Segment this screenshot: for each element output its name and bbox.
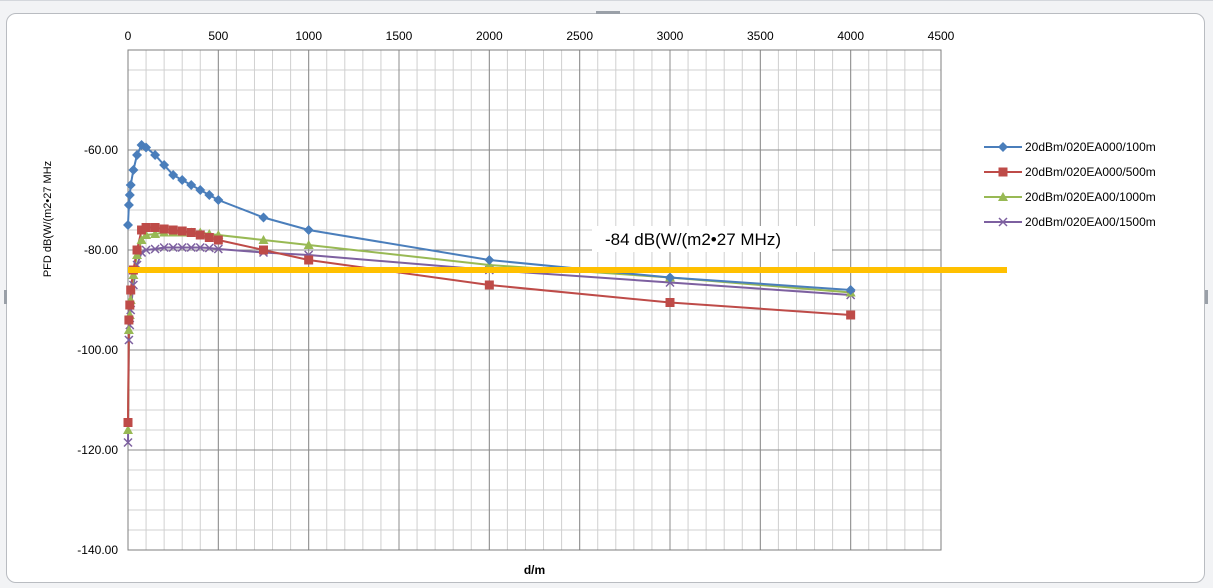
data-point xyxy=(177,175,188,185)
resize-handle-top[interactable] xyxy=(596,11,620,14)
data-point xyxy=(204,233,214,242)
data-point xyxy=(204,190,215,200)
legend-marker xyxy=(998,192,1008,201)
x-tick-label: 4000 xyxy=(837,29,864,43)
plot-area xyxy=(128,50,941,550)
data-point xyxy=(159,160,170,170)
legend-label: 20dBm/020EA000/500m xyxy=(1025,165,1156,179)
chart-svg: 0 500 1000 1500 2000 2500 3000 3500 4000 4500 -60.… xyxy=(42,29,1156,577)
legend-marker xyxy=(998,142,1008,152)
data-point xyxy=(159,242,169,253)
data-point xyxy=(177,242,187,253)
data-point xyxy=(123,425,133,434)
x-tick-label: 2000 xyxy=(476,29,503,43)
x-tick-label: 4500 xyxy=(928,29,955,43)
data-point xyxy=(258,235,269,244)
data-point xyxy=(186,228,196,237)
x-axis-title: d/m xyxy=(524,563,545,577)
data-point xyxy=(141,142,152,153)
x-tick-label: 2500 xyxy=(566,29,593,43)
data-point xyxy=(124,315,134,325)
legend-label: 20dBm/020EA00/1500m xyxy=(1025,215,1156,229)
data-point xyxy=(123,220,133,230)
x-tick-label: 1500 xyxy=(386,29,413,43)
data-point xyxy=(141,245,151,255)
data-point xyxy=(128,165,139,175)
data-point xyxy=(123,325,134,334)
data-point xyxy=(484,255,495,265)
reference-label: -84 dB(W/(m2•27 MHz) xyxy=(605,230,781,249)
data-point xyxy=(259,245,268,255)
x-tick-label: 500 xyxy=(208,29,228,43)
data-point xyxy=(126,285,136,295)
data-point xyxy=(195,185,206,195)
x-tick-label: 0 xyxy=(125,29,132,43)
data-point xyxy=(186,180,197,190)
data-point xyxy=(177,226,187,236)
data-point xyxy=(125,180,136,190)
reference-label-box xyxy=(592,226,832,252)
data-point xyxy=(213,235,223,245)
data-point xyxy=(123,418,133,427)
data-point xyxy=(132,150,143,160)
x-tick-label: 3000 xyxy=(657,29,684,43)
x-tick-label: 3500 xyxy=(747,29,774,43)
data-point xyxy=(137,225,147,235)
data-point xyxy=(213,195,224,205)
resize-handle-left[interactable] xyxy=(4,290,7,304)
data-point xyxy=(124,335,134,345)
data-point xyxy=(195,242,205,253)
legend-label: 20dBm/020EA000/100m xyxy=(1025,140,1156,154)
y-tick-label: -100.00 xyxy=(77,343,118,357)
data-point xyxy=(132,245,142,255)
data-point xyxy=(141,223,151,232)
data-point xyxy=(304,255,314,265)
legend-marker xyxy=(998,167,1008,177)
x-tick-label: 1000 xyxy=(295,29,322,43)
data-point xyxy=(150,229,161,238)
data-point xyxy=(303,225,314,235)
data-point xyxy=(258,212,269,223)
y-tick-label: -60.00 xyxy=(84,143,118,157)
data-point xyxy=(123,200,134,210)
data-point xyxy=(150,150,161,160)
y-tick-label: -140.00 xyxy=(77,543,118,557)
chart-area[interactable]: 0 500 1000 1500 2000 2500 3000 3500 4000 4500 -60.… xyxy=(6,13,1205,583)
data-point xyxy=(168,225,178,235)
data-point xyxy=(845,285,856,295)
data-point xyxy=(150,244,160,254)
data-point xyxy=(484,280,494,290)
data-point xyxy=(186,242,196,253)
y-tick-label: -80.00 xyxy=(84,243,118,257)
y-tick-label: -120.00 xyxy=(77,443,118,457)
data-point xyxy=(195,230,205,240)
data-point xyxy=(141,230,152,239)
data-point xyxy=(303,240,314,249)
data-point xyxy=(125,300,135,310)
data-point xyxy=(168,242,178,253)
legend-label: 20dBm/020EA00/1000m xyxy=(1025,190,1156,204)
data-point xyxy=(136,235,147,244)
data-point xyxy=(123,437,133,448)
legend-marker xyxy=(998,217,1008,227)
data-point xyxy=(665,272,675,283)
data-point xyxy=(846,310,856,320)
data-point xyxy=(204,243,214,253)
data-point xyxy=(665,298,675,307)
resize-handle-right[interactable] xyxy=(1205,290,1208,304)
data-point xyxy=(159,224,169,234)
data-point xyxy=(213,244,223,254)
data-point xyxy=(150,223,160,232)
data-point xyxy=(168,170,179,180)
data-point xyxy=(124,190,135,200)
y-axis-title: PFD dB(W/(m2•27 MHz xyxy=(42,161,54,277)
